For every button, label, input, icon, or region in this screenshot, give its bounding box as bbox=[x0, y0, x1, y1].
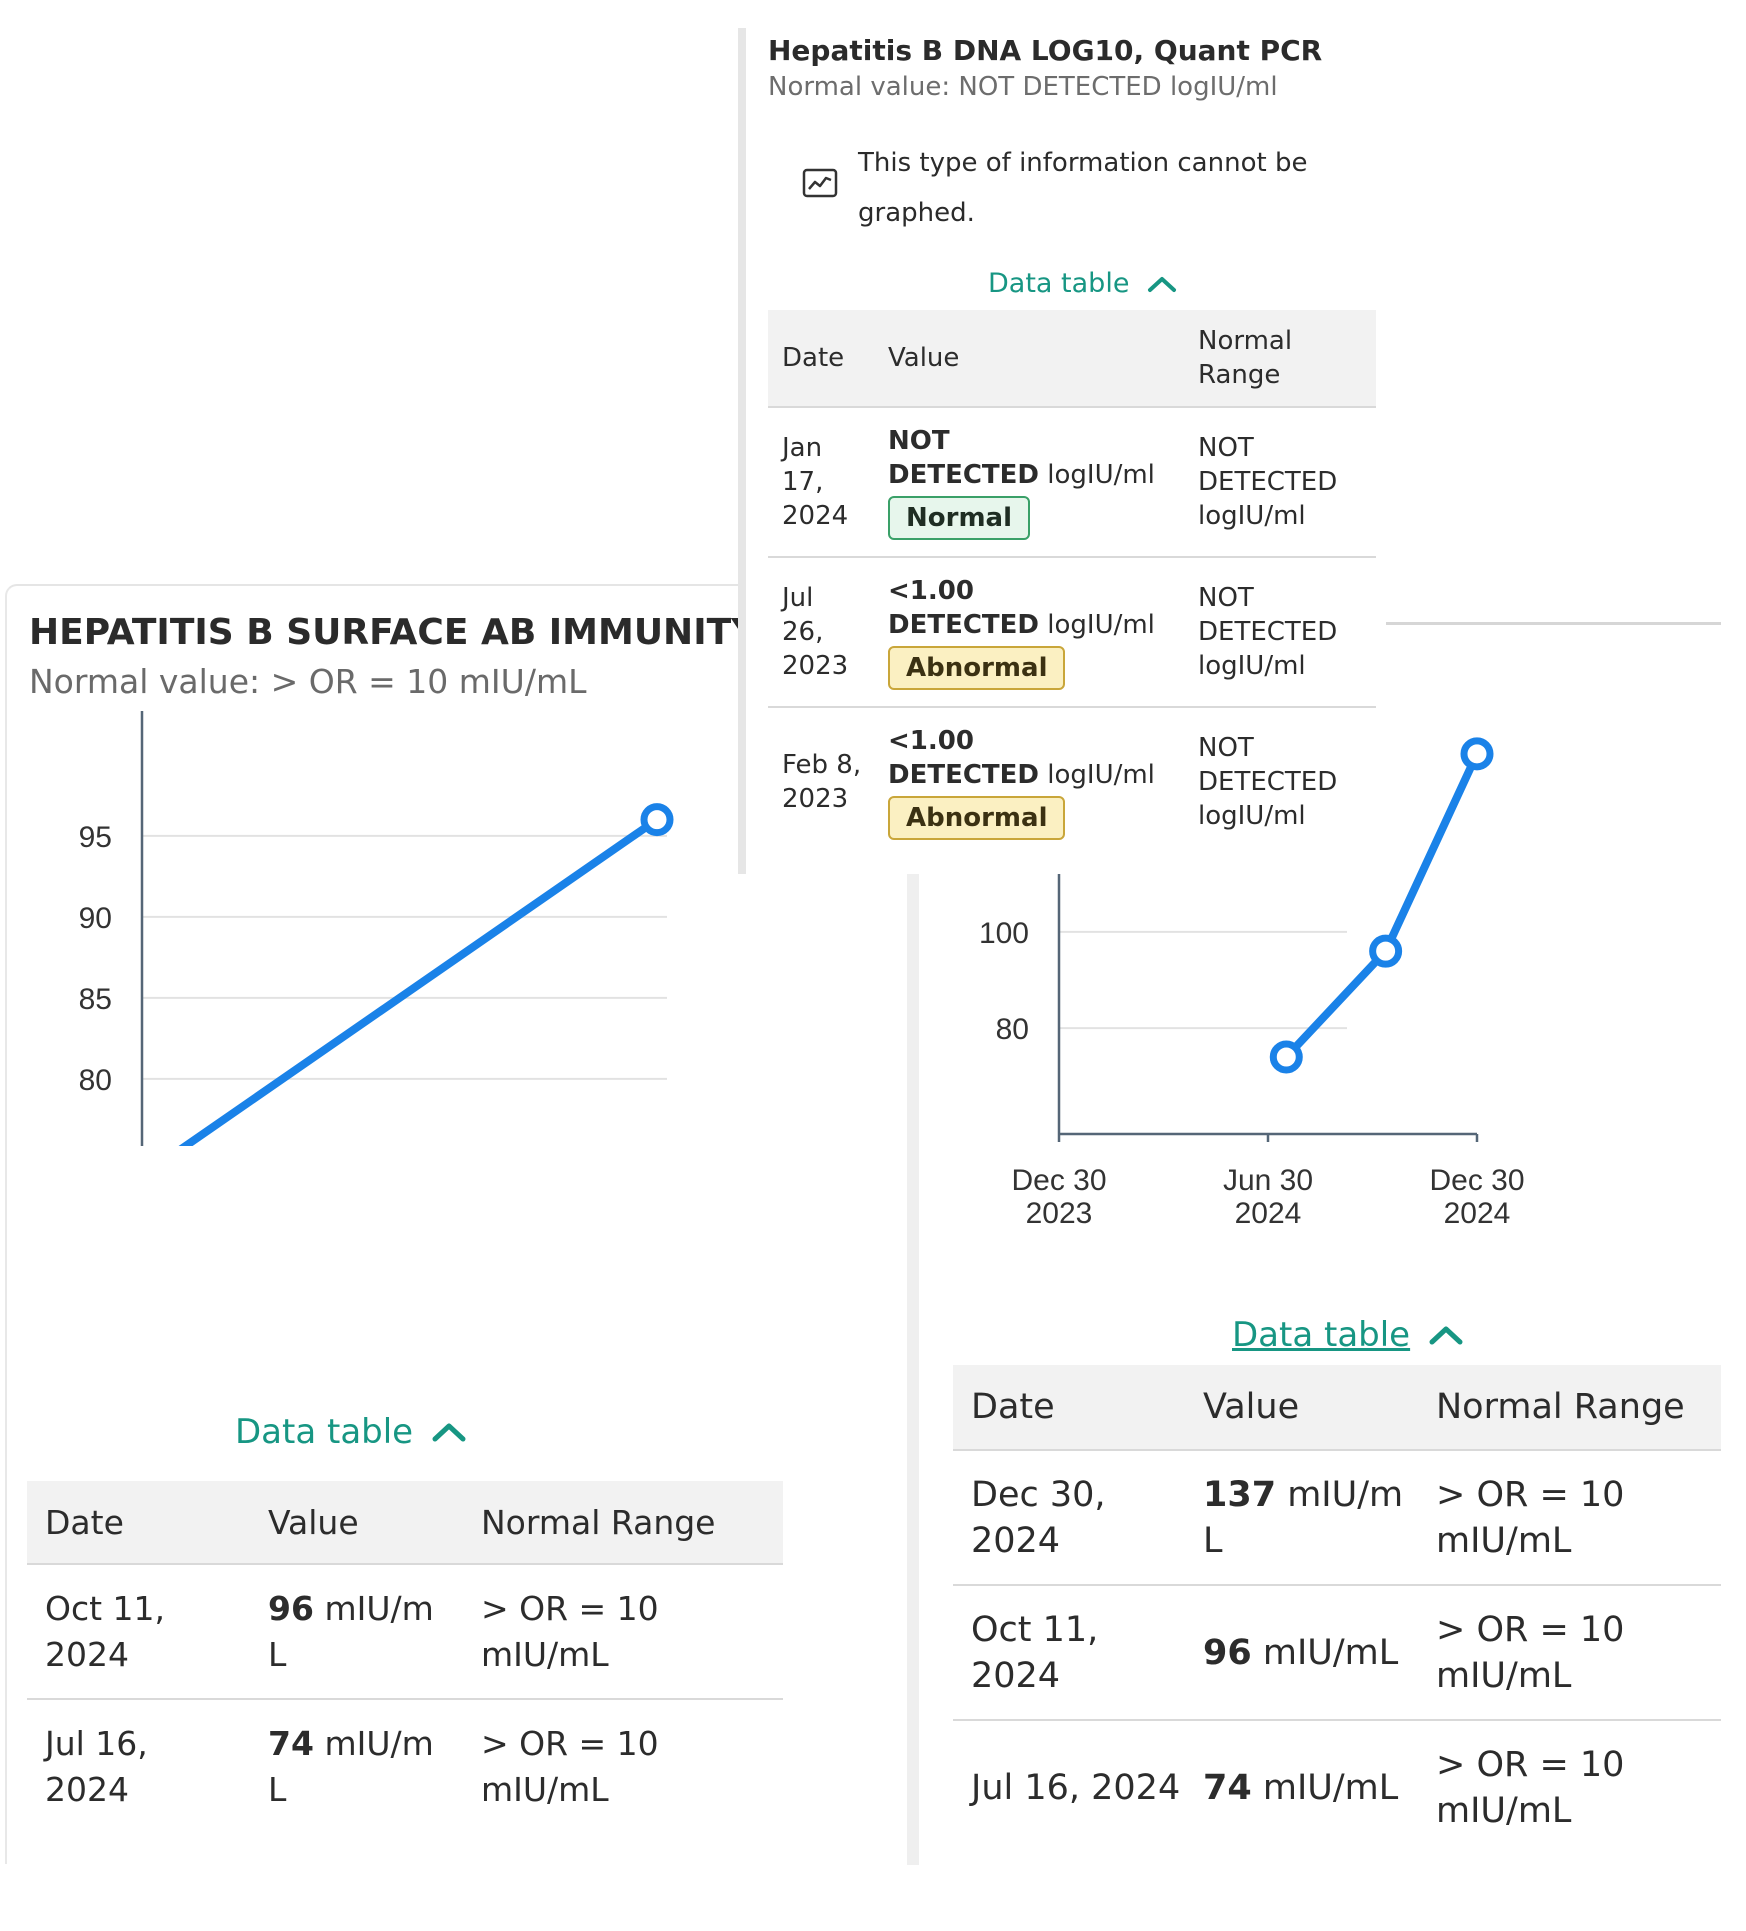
value-cell: NOT DETECTED logIU/ml Normal bbox=[874, 406, 1184, 557]
data-table-label: Data table bbox=[1232, 1315, 1411, 1355]
range-cell: NOT DETECTED logIU/ml bbox=[1184, 556, 1376, 707]
range-cell: > OR = 10 mIU/mL bbox=[463, 1698, 783, 1833]
date-cell: Jan 17, 2024 bbox=[768, 406, 874, 557]
value-cell: <1.00 DETECTED logIU/ml Abnormal bbox=[874, 556, 1184, 707]
column-header-date: Date bbox=[953, 1365, 1185, 1450]
status-badge: Abnormal bbox=[888, 796, 1066, 840]
table-row: Jul 16, 2024 74 mIU/mL > OR = 10 mIU/mL bbox=[953, 1719, 1721, 1854]
range-cell: > OR = 10 mIU/mL bbox=[1418, 1584, 1721, 1720]
y-tick-label: 100 bbox=[979, 917, 1029, 950]
date-cell: Oct 11, 2024 bbox=[27, 1563, 250, 1699]
hep-b-surface-ab-panel: HEPATITIS B SURFACE AB IMMUNITY, QN Norm… bbox=[5, 584, 838, 1864]
date-cell: Feb 8, 2023 bbox=[768, 706, 874, 856]
column-header-date: Date bbox=[768, 310, 874, 407]
table-header-row: Date Value Normal Range bbox=[768, 310, 1376, 407]
x-tick-label: Dec 30 bbox=[1011, 1164, 1106, 1197]
date-cell: Oct 11, 2024 bbox=[953, 1584, 1185, 1720]
y-tick-label: 80 bbox=[79, 1064, 112, 1097]
surface-ab-data-table: Date Value Normal Range Oct 11, 2024 96 m… bbox=[27, 1481, 783, 1833]
chevron-up-icon bbox=[432, 1423, 466, 1442]
date-cell: Jul 16, 2024 bbox=[953, 1719, 1185, 1854]
x-tick-label: Dec 30 bbox=[1429, 1164, 1524, 1197]
value-cell: 137 mIU/m L bbox=[1185, 1449, 1418, 1585]
panel-title: HEPATITIS B SURFACE AB IMMUNITY, QN bbox=[29, 612, 839, 653]
y-tick-label: 75 bbox=[79, 1145, 112, 1146]
column-header-normal-range: Normal Range bbox=[1418, 1365, 1721, 1450]
date-cell: Dec 30, 2024 bbox=[953, 1449, 1185, 1585]
status-badge: Abnormal bbox=[888, 646, 1066, 690]
table-row: Dec 30, 2024 137 mIU/m L > OR = 10 mIU/mL bbox=[953, 1449, 1721, 1585]
table-header-row: Date Value Normal Range bbox=[27, 1481, 783, 1564]
table-row: Feb 8, 2023 <1.00 DETECTED logIU/ml Abnorma… bbox=[768, 706, 1376, 856]
range-cell: NOT DETECTED logIU/ml bbox=[1184, 706, 1376, 856]
data-table-toggle[interactable]: Data table bbox=[1232, 1315, 1464, 1355]
value-cell: 74 mIU/mL bbox=[1185, 1719, 1418, 1854]
normal-value-text: Normal value: NOT DETECTED logIU/ml bbox=[768, 72, 1278, 102]
series-line bbox=[178, 815, 661, 1146]
panel-title: Hepatitis B DNA LOG10, Quant PCR bbox=[768, 34, 1323, 67]
range-cell: > OR = 10 mIU/mL bbox=[1418, 1449, 1721, 1585]
column-header-normal-range: Normal Range bbox=[463, 1481, 783, 1564]
table-row: Jul 26, 2023 <1.00 DETECTED logIU/ml Abnorma… bbox=[768, 556, 1376, 707]
column-header-date: Date bbox=[27, 1481, 250, 1564]
data-table-label: Data table bbox=[988, 268, 1130, 299]
data-table-toggle[interactable]: Data table bbox=[235, 1412, 467, 1452]
chevron-up-icon bbox=[1148, 276, 1177, 292]
y-tick-label: 85 bbox=[79, 983, 112, 1016]
dna-data-table: Date Value Normal Range Jan 17, 2024 NOT DET… bbox=[768, 310, 1376, 856]
x-tick-label: Jun 30 bbox=[1223, 1164, 1313, 1197]
range-cell: > OR = 10 mIU/mL bbox=[1418, 1719, 1721, 1854]
column-header-value: Value bbox=[250, 1481, 463, 1564]
range-cell: > OR = 10 mIU/mL bbox=[463, 1563, 783, 1699]
chevron-up-icon bbox=[1429, 1326, 1463, 1345]
column-header-value: Value bbox=[1185, 1365, 1418, 1450]
date-cell: Jul 26, 2023 bbox=[768, 556, 874, 707]
data-table-toggle[interactable]: Data table bbox=[988, 268, 1177, 299]
surface-ab-line-chart: 7580859095Jul 162024Aug 282024Oct 112024 bbox=[79, 711, 674, 1146]
data-point bbox=[640, 803, 674, 837]
value-cell: 96 mIU/mL bbox=[1185, 1584, 1418, 1720]
column-header-normal-range: Normal Range bbox=[1184, 310, 1376, 407]
data-point bbox=[1369, 934, 1403, 968]
normal-value-text: Normal value: > OR = 10 mIU/mL bbox=[29, 662, 587, 701]
date-cell: Jul 16, 2024 bbox=[27, 1698, 250, 1833]
y-tick-label: 90 bbox=[79, 902, 112, 935]
x-tick-label: 2024 bbox=[1444, 1197, 1511, 1230]
hep-b-surface-ab-panel-2: 80 100 Dec 30 2023 Jun 30 2024 Dec 30 2024 Data… bbox=[907, 622, 1721, 1865]
x-tick-label: 2024 bbox=[1235, 1197, 1302, 1230]
data-point bbox=[1269, 1040, 1303, 1074]
y-tick-label: 80 bbox=[996, 1013, 1029, 1046]
hep-b-dna-panel: Hepatitis B DNA LOG10, Quant PCR Normal … bbox=[738, 28, 1386, 874]
line-chart-icon bbox=[802, 168, 838, 198]
table-header-row: Date Value Normal Range bbox=[953, 1365, 1721, 1450]
y-tick-label: 95 bbox=[79, 821, 112, 854]
no-graph-message: This type of information cannot be graphe… bbox=[858, 148, 1308, 228]
range-cell: NOT DETECTED logIU/ml bbox=[1184, 406, 1376, 557]
value-cell: <1.00 DETECTED logIU/ml Abnormal bbox=[874, 706, 1184, 856]
surface-ab-data-table-2: Date Value Normal Range Dec 30, 2024 137 … bbox=[953, 1365, 1721, 1854]
x-tick-label: 2023 bbox=[1026, 1197, 1093, 1230]
table-row: Jul 16, 2024 74 mIU/m L > OR = 10 mIU/mL bbox=[27, 1698, 783, 1833]
data-table-label: Data table bbox=[235, 1412, 414, 1452]
status-badge: Normal bbox=[888, 496, 1030, 540]
data-point bbox=[1460, 737, 1494, 771]
column-header-value: Value bbox=[874, 310, 1184, 407]
table-row: Jan 17, 2024 NOT DETECTED logIU/ml Normal NO… bbox=[768, 406, 1376, 557]
